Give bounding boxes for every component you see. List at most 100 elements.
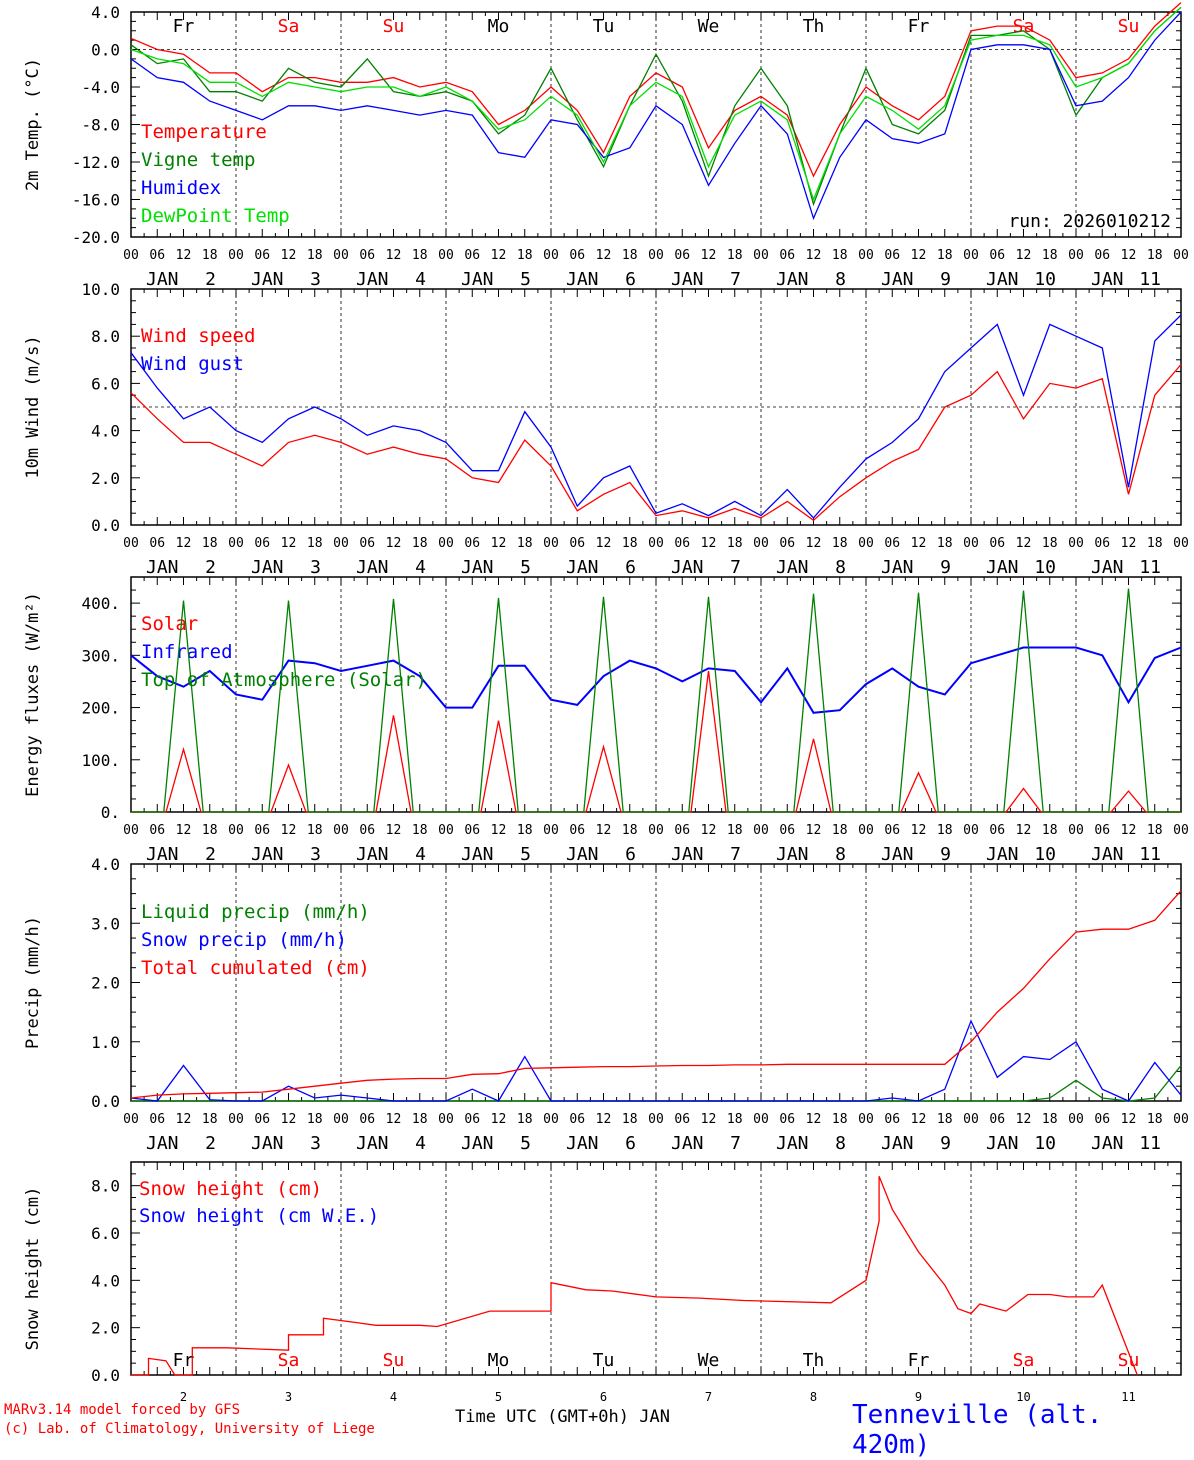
hour-tick-label: 00	[858, 823, 874, 838]
weekday-label: Th	[803, 1350, 825, 1371]
date-month-label: JAN	[1091, 1133, 1124, 1154]
hour-tick-label: 06	[674, 823, 690, 838]
hour-tick-label: 18	[1042, 248, 1058, 263]
hour-tick-label: 00	[648, 536, 664, 551]
date-month-label: JAN	[566, 269, 599, 290]
hour-tick-label: 06	[359, 248, 375, 263]
date-day-label: 11	[1139, 844, 1161, 865]
hour-tick-label: 12	[176, 823, 192, 838]
hour-tick-label: 18	[412, 536, 428, 551]
hour-tick-label: 12	[491, 248, 507, 263]
date-day-label: 9	[915, 1390, 922, 1404]
date-day-label: 9	[940, 269, 951, 290]
y-axis-label: Energy fluxes (W/m²)	[23, 592, 43, 797]
weekday-label: Tu	[593, 16, 615, 37]
hour-tick-label: 12	[596, 1112, 612, 1127]
hour-tick-label: 12	[1016, 823, 1032, 838]
hour-tick-label: 00	[1173, 536, 1189, 551]
hour-tick-label: 00	[123, 823, 139, 838]
date-day-label: 8	[810, 1390, 817, 1404]
series-line-wind-speed	[130, 364, 1182, 522]
date-day-label: 8	[835, 1133, 846, 1154]
date-month-label: JAN	[881, 1133, 914, 1154]
hour-tick-label: 00	[648, 1112, 664, 1127]
hour-tick-label: 00	[438, 823, 454, 838]
hour-tick-label: 18	[622, 248, 638, 263]
model-credit: MARv3.14 model forced by GFS	[4, 1402, 241, 1418]
hour-tick-label: 06	[1094, 536, 1110, 551]
hour-tick-label: 18	[832, 823, 848, 838]
hour-tick-label: 12	[1121, 248, 1137, 263]
date-month-label: JAN	[881, 557, 914, 578]
date-month-label: JAN	[776, 844, 809, 865]
date-day-label: 6	[625, 557, 636, 578]
y-tick-label: -8.0	[81, 116, 120, 135]
date-month-label: JAN	[461, 557, 494, 578]
hour-tick-label: 12	[1121, 1112, 1137, 1127]
date-day-label: 3	[285, 1390, 292, 1404]
date-month-label: JAN	[671, 557, 704, 578]
date-day-label: 3	[310, 1133, 321, 1154]
panel-5: 8.0 6.0 4.0 2.0 0.0 Snow height (cm) 2 3 4 5 6 7 8 9 1…	[23, 1161, 1182, 1404]
hour-tick-label: 18	[727, 248, 743, 263]
legend-entry: Infrared	[141, 641, 233, 663]
date-month-label: JAN	[461, 844, 494, 865]
y-tick-label: 6.0	[91, 1224, 120, 1243]
date-month-label: JAN	[671, 1133, 704, 1154]
hour-tick-label: 06	[1094, 248, 1110, 263]
date-month-label: JAN	[356, 269, 389, 290]
hour-tick-label: 00	[1068, 248, 1084, 263]
hour-tick-label: 00	[753, 248, 769, 263]
hour-tick-label: 18	[727, 536, 743, 551]
hour-tick-label: 18	[1147, 823, 1163, 838]
date-day-label: 5	[520, 557, 531, 578]
y-tick-label: 2.0	[91, 469, 120, 488]
y-tick-label: 4.0	[91, 3, 120, 22]
hour-tick-label: 06	[254, 248, 270, 263]
hour-tick-label: 18	[517, 536, 533, 551]
y-tick-label: 100.	[81, 751, 120, 770]
legend-entry: Top of Atmosphere (Solar)	[141, 669, 427, 691]
y-tick-label: 10.0	[81, 280, 120, 299]
hour-tick-label: 00	[648, 248, 664, 263]
hour-tick-label: 00	[543, 248, 559, 263]
y-axis-label: Precip (mm/h)	[23, 916, 43, 1049]
legend-entry: Liquid precip (mm/h)	[141, 901, 370, 923]
hour-tick-label: 18	[517, 1112, 533, 1127]
hour-tick-label: 12	[806, 823, 822, 838]
hour-tick-label: 12	[911, 248, 927, 263]
series-line-total-cumulated-cm-	[130, 890, 1182, 1099]
hour-tick-label: 06	[674, 248, 690, 263]
legend-entry: Snow precip (mm/h)	[141, 929, 347, 951]
panel-1: 4.0 0.0 -4.0 -8.0 -12.0 -16.0 -20.0 2m Temp. (°…	[23, 2, 1189, 290]
hour-tick-label: 12	[596, 536, 612, 551]
date-day-label: 11	[1121, 1390, 1135, 1404]
hour-tick-label: 12	[491, 1112, 507, 1127]
date-day-label: 5	[520, 844, 531, 865]
date-day-label: 8	[835, 844, 846, 865]
weekday-label: Sa	[278, 16, 300, 37]
hour-tick-label: 18	[307, 1112, 323, 1127]
hour-tick-label: 12	[386, 248, 402, 263]
hour-tick-label: 18	[727, 823, 743, 838]
legend-entry: Total cumulated (cm)	[141, 957, 370, 979]
station-name: Tenneville (alt. 420m)	[852, 1400, 1103, 1460]
hour-tick-label: 06	[779, 536, 795, 551]
date-day-label: 10	[1016, 1390, 1030, 1404]
y-axis-label: 2m Temp. (°C)	[23, 58, 43, 191]
weekday-label: Th	[803, 16, 825, 37]
hour-tick-label: 00	[123, 248, 139, 263]
y-tick-label: 2.0	[91, 974, 120, 993]
hour-tick-label: 12	[911, 1112, 927, 1127]
date-day-label: 7	[730, 1133, 741, 1154]
date-month-label: JAN	[986, 1133, 1019, 1154]
hour-tick-label: 06	[989, 248, 1005, 263]
date-day-label: 4	[415, 844, 426, 865]
hour-tick-label: 00	[963, 823, 979, 838]
hour-tick-label: 06	[1094, 823, 1110, 838]
date-day-label: 3	[310, 557, 321, 578]
hour-tick-label: 06	[359, 536, 375, 551]
date-day-label: 6	[625, 269, 636, 290]
hour-tick-label: 00	[858, 536, 874, 551]
